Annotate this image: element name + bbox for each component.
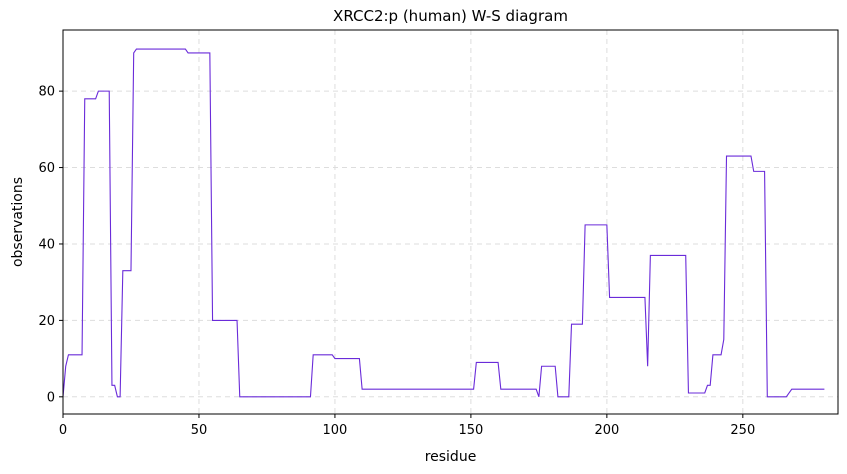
y-axis-label: observations xyxy=(10,177,26,267)
x-tick-label: 50 xyxy=(191,423,208,438)
y-tick-label: 80 xyxy=(38,85,55,100)
x-tick-label: 250 xyxy=(730,423,755,438)
grid xyxy=(62,30,838,414)
y-tick-label: 0 xyxy=(47,390,55,405)
plot-line-layer xyxy=(62,48,825,398)
y-axis-ticks: 0 20 40 60 80 xyxy=(38,85,63,405)
chart-title: XRCC2:p (human) W-S diagram xyxy=(333,7,568,25)
plot-area-frame xyxy=(62,29,839,415)
x-tick-label: 0 xyxy=(59,423,67,438)
series-line xyxy=(62,48,825,398)
x-tick-label: 100 xyxy=(323,423,348,438)
x-axis-ticks: 0 50 100 150 200 250 xyxy=(59,414,755,438)
y-tick-label: 40 xyxy=(38,237,55,252)
y-tick-label: 20 xyxy=(38,314,55,329)
y-tick-label: 60 xyxy=(38,161,55,176)
x-tick-label: 200 xyxy=(594,423,619,438)
x-axis-label: residue xyxy=(425,449,477,465)
x-tick-label: 150 xyxy=(458,423,483,438)
